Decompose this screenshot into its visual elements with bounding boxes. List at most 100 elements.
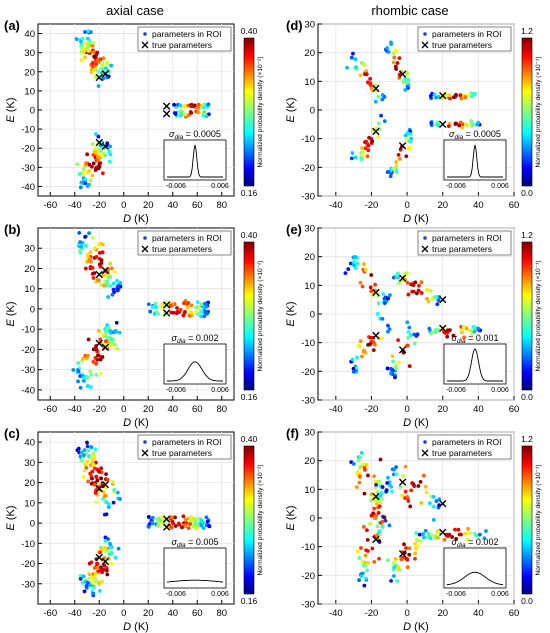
- scatter-point: [422, 473, 426, 478]
- scatter-point: [379, 491, 384, 495]
- colorbar-min-label: 0.16: [241, 596, 258, 606]
- scatter-point: [353, 255, 358, 259]
- true-parameter-cross: [439, 499, 447, 508]
- scatter-point: [397, 280, 402, 285]
- scatter-point: [357, 555, 362, 560]
- scatter-point: [411, 482, 416, 487]
- scatter-point: [374, 482, 379, 487]
- inset-tick-left: -0.006: [446, 183, 466, 190]
- scatter-point: [351, 51, 355, 56]
- scatter-point: [404, 557, 409, 561]
- scatter-point: [114, 346, 118, 351]
- scatter-point: [426, 299, 431, 304]
- scatter-point: [92, 150, 97, 154]
- scatter-point: [189, 102, 194, 107]
- y-axis-label: E (K): [5, 97, 17, 122]
- true-parameter-cross: [372, 492, 380, 501]
- colorbar: [243, 37, 255, 187]
- scatter-point: [111, 281, 116, 286]
- x-tick-label: 0: [404, 404, 409, 415]
- scatter-point: [108, 261, 113, 266]
- scatter-point: [363, 553, 368, 558]
- scatter-point: [107, 159, 112, 164]
- legend-cross-label: true parameters: [432, 40, 492, 50]
- scatter-point: [369, 289, 374, 294]
- x-tick-label: 80: [216, 608, 227, 619]
- scatter-point: [393, 64, 398, 69]
- scatter-point: [358, 339, 363, 344]
- scatter-point: [96, 134, 101, 139]
- scatter-point: [428, 94, 433, 98]
- scatter-point: [368, 342, 372, 347]
- scatter-point: [91, 50, 96, 54]
- scatter-point: [104, 273, 109, 278]
- scatter-point: [403, 271, 408, 276]
- scatter-point: [453, 121, 458, 126]
- legend-point-marker: [143, 32, 147, 36]
- y-tick-label: -30: [21, 163, 35, 174]
- inset-curve: [447, 348, 503, 382]
- scatter-point: [80, 580, 85, 585]
- scatter-point: [82, 589, 87, 594]
- scatter-point: [195, 516, 200, 521]
- scatter-point: [386, 323, 390, 328]
- sigma-subscript: dia: [174, 134, 183, 141]
- scatter-point: [401, 474, 406, 478]
- scatter-point: [405, 565, 410, 570]
- y-tick-label: -30: [21, 579, 35, 590]
- panel-letter: (e): [286, 222, 302, 237]
- scatter-point: [384, 489, 389, 493]
- scatter-point: [94, 372, 99, 377]
- scatter-point: [194, 310, 199, 315]
- scatter-point: [78, 573, 83, 578]
- scatter-point: [195, 526, 200, 531]
- colorbar-max-label: 0.40: [241, 434, 258, 444]
- scatter-point: [469, 328, 474, 333]
- scatter-point: [377, 479, 382, 484]
- column-title-axial: axial case: [106, 3, 164, 18]
- panel-letter: (d): [286, 18, 303, 33]
- scatter-point: [154, 310, 159, 315]
- scatter-point: [361, 150, 365, 155]
- inset-tick-right: 0.006: [211, 183, 229, 190]
- scatter-point: [369, 273, 374, 277]
- scatter-point: [425, 535, 430, 539]
- scatter-point: [96, 58, 100, 63]
- scatter-point: [407, 364, 412, 369]
- scatter-point: [429, 120, 434, 125]
- scatter-point: [351, 461, 356, 466]
- scatter-point: [78, 248, 82, 253]
- scatter-point: [93, 571, 98, 576]
- inset-sigma-label: σdia = 0.002: [452, 537, 499, 549]
- scatter-point: [83, 30, 87, 34]
- y-tick-label: 0: [30, 304, 35, 315]
- y-axis-label: E (K): [5, 301, 17, 326]
- colorbar-max-label: 0.40: [241, 26, 258, 36]
- scatter-point: [85, 353, 90, 358]
- scatter-points: [71, 228, 211, 390]
- scatter-point: [201, 105, 206, 110]
- legend-cross-marker: [141, 245, 149, 253]
- scatter-point: [469, 119, 474, 123]
- legend-point-marker: [423, 236, 427, 240]
- scatter-point: [394, 163, 399, 168]
- scatter-point: [395, 579, 400, 583]
- scatter-point: [363, 140, 367, 145]
- scatter-point: [189, 515, 194, 520]
- scatter-point: [175, 306, 179, 310]
- scatter-point: [96, 353, 100, 358]
- scatter-point: [386, 296, 390, 301]
- colorbar-label: Normalized probability density (×10⁻²): [257, 464, 264, 575]
- true-parameter-cross: [398, 346, 407, 354]
- scatter-point: [79, 39, 83, 44]
- scatter-point: [354, 485, 359, 490]
- scatter-point: [386, 50, 391, 54]
- true-parameter-cross: [439, 528, 447, 537]
- scatter-point: [407, 139, 412, 144]
- x-tick-label: -60: [43, 404, 57, 415]
- scatter-point: [353, 155, 358, 160]
- scatter-point: [87, 231, 91, 236]
- true-parameter-cross: [162, 301, 171, 309]
- true-parameter-cross: [398, 274, 407, 282]
- y-tick-label: 0: [310, 310, 315, 321]
